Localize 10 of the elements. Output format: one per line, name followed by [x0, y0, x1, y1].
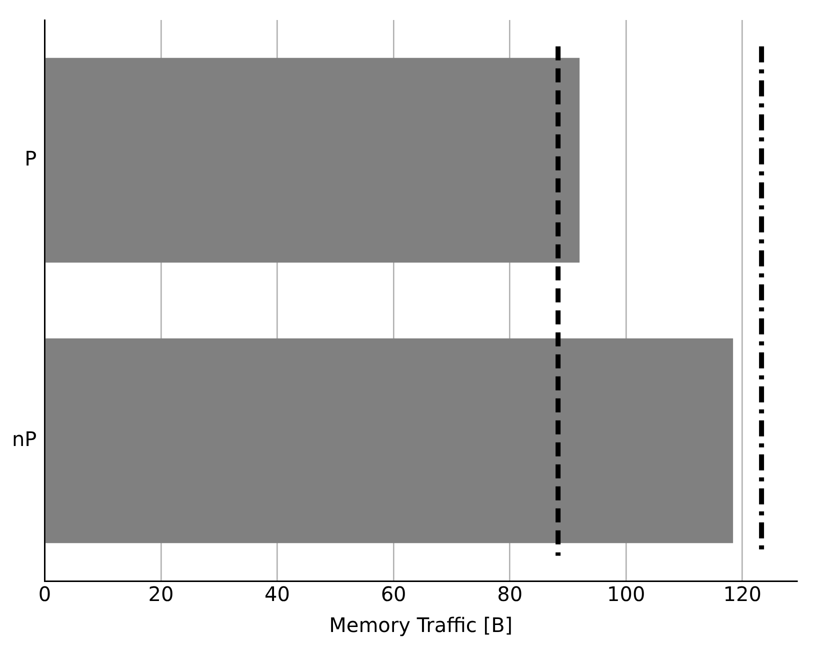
x-axis-title: Memory Traffic [B]	[329, 613, 513, 638]
x-tick-label: 0	[38, 582, 52, 606]
x-tick-label: 120	[723, 582, 762, 606]
x-tick-label: 80	[497, 582, 523, 606]
y-tick-label: P	[24, 146, 37, 170]
x-tick-label: 20	[148, 582, 174, 606]
x-tick-label: 40	[264, 582, 290, 606]
y-tick-label: nP	[12, 426, 37, 451]
x-tick-label: 60	[380, 582, 406, 606]
x-tick-label: 100	[606, 582, 646, 606]
